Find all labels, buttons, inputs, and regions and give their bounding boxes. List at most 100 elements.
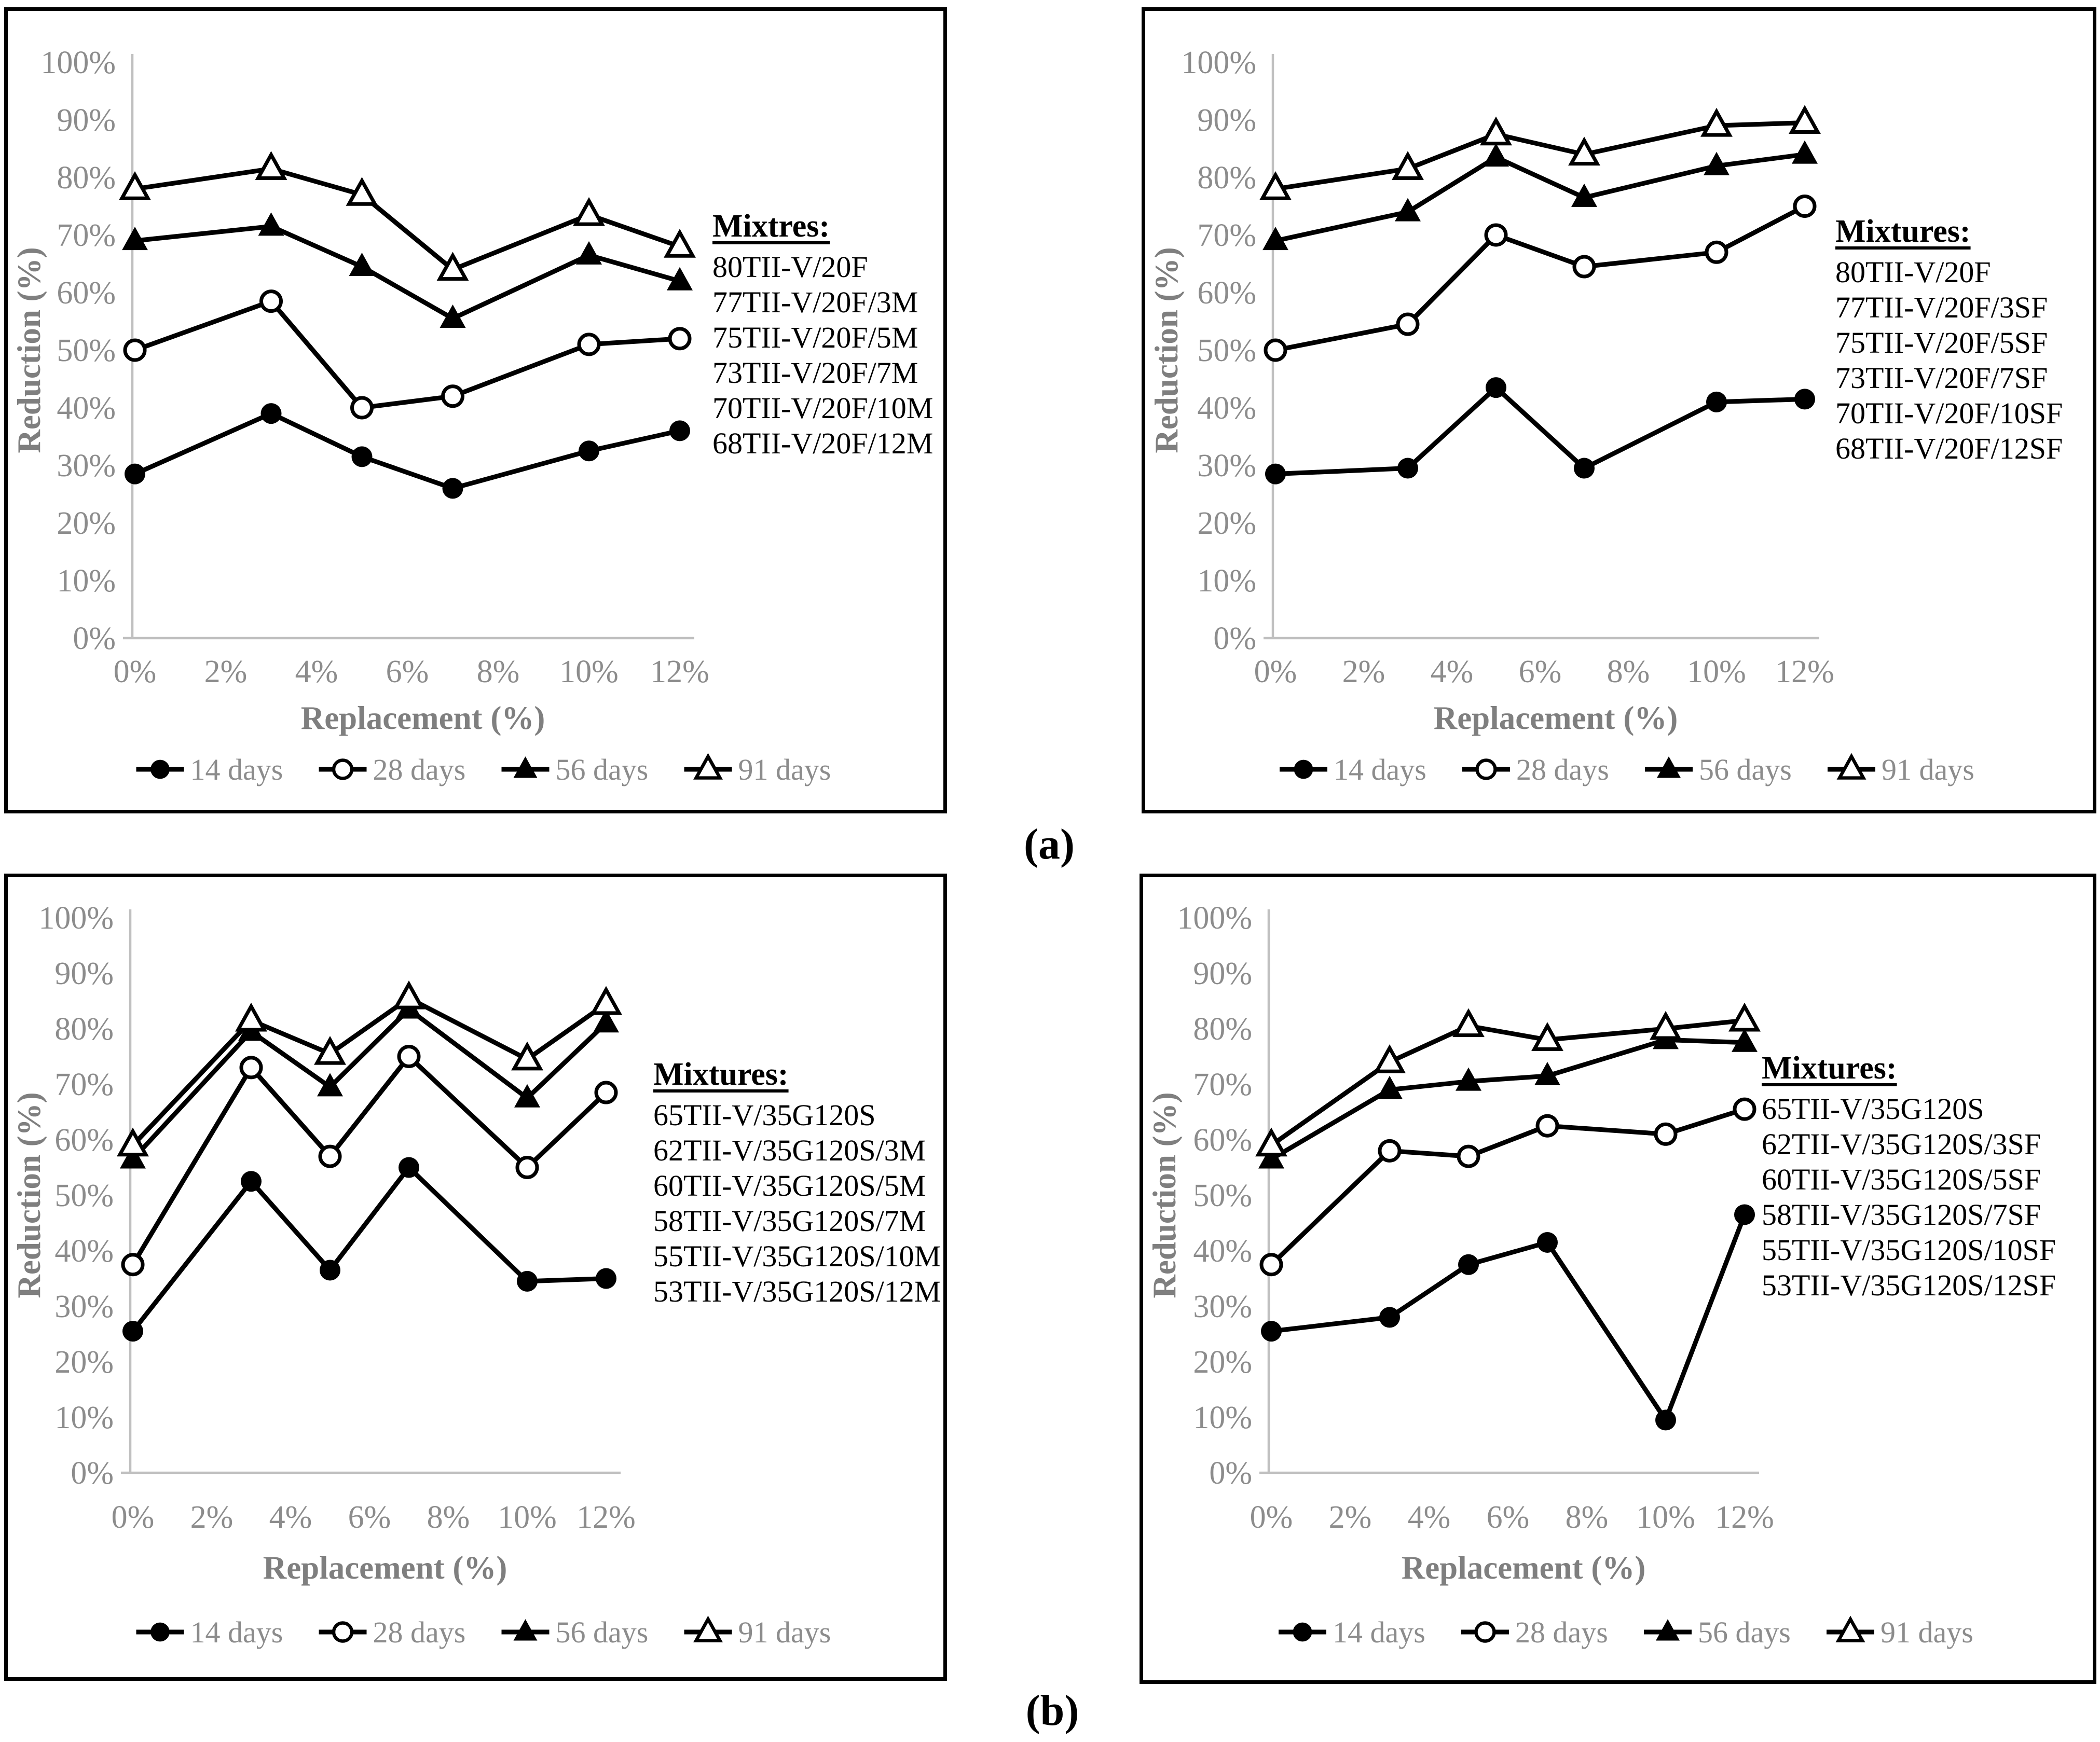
mixtures-item: 73TII-V/20F/7M <box>712 356 918 390</box>
y-tick-label: 40% <box>54 1234 114 1269</box>
legend-entry-14-days: 14 days <box>136 1615 283 1649</box>
legend-entry-56-days: 56 days <box>501 1615 648 1649</box>
y-tick-label: 10% <box>1197 563 1256 599</box>
marker-28-days <box>441 384 464 408</box>
marker-91-days <box>590 986 622 1015</box>
y-tick-label: 100% <box>1177 901 1252 936</box>
y-tick-label: 80% <box>54 1012 114 1047</box>
series-line-28-days <box>1273 204 1807 353</box>
series-line-14-days <box>1269 1212 1747 1422</box>
y-tick-label: 20% <box>1193 1345 1252 1380</box>
marker-91-days <box>314 1035 346 1065</box>
marker-56-days <box>667 267 693 291</box>
mixtures-item: 62TII-V/35G120S/3SF <box>1762 1127 2041 1161</box>
series-line-91-days <box>1269 1018 1747 1148</box>
y-tick-label: 60% <box>54 1123 114 1158</box>
marker-56-days <box>349 253 375 276</box>
x-axis-title: Replacement (%) <box>1434 700 1678 736</box>
legend-marker-28-days <box>1475 758 1497 780</box>
y-tick-label: 90% <box>57 103 116 138</box>
marker-56-days <box>514 1084 540 1108</box>
x-tick-label: 12% <box>577 1500 636 1535</box>
y-tick-label: 40% <box>1197 391 1256 426</box>
mixtures-item: 77TII-V/20F/3M <box>712 285 918 319</box>
y-tick-label: 90% <box>1197 103 1256 138</box>
y-tick-label: 70% <box>1193 1067 1252 1102</box>
mixtures-item: 80TII-V/20F <box>712 250 868 284</box>
legend-marker-14-days <box>150 759 170 779</box>
marker-91-days <box>1259 171 1292 200</box>
x-tick-label: 2% <box>1342 654 1385 689</box>
marker-14-days <box>1655 1409 1676 1431</box>
legend: 14 days 28 days 56 days 91 days <box>136 1615 831 1649</box>
series-markers-56-days <box>1262 140 1818 251</box>
legend-entry-28-days: 28 days <box>319 753 465 786</box>
x-tick-label: 10% <box>1636 1500 1695 1535</box>
marker-91-days <box>393 980 425 1010</box>
x-axis-title: Replacement (%) <box>263 1550 507 1586</box>
y-tick-label: 70% <box>54 1067 114 1102</box>
legend-marker-56-days <box>513 756 538 778</box>
marker-91-days <box>255 151 287 180</box>
y-tick-label: 30% <box>1193 1289 1252 1324</box>
marker-14-days <box>442 478 463 499</box>
marker-91-days <box>573 197 605 226</box>
legend-entry-91-days: 91 days <box>1827 1615 1973 1649</box>
legend-label: 14 days <box>190 753 283 786</box>
y-tick-label: 70% <box>57 218 116 253</box>
legend-entry-56-days: 56 days <box>1645 753 1792 786</box>
y-tick-label: 60% <box>1193 1123 1252 1158</box>
series-line-28-days <box>1269 1107 1747 1267</box>
y-tick-label: 0% <box>1213 621 1256 656</box>
series-line-91-days <box>1273 120 1807 191</box>
marker-56-days <box>317 1073 343 1097</box>
marker-56-days <box>1732 1028 1758 1052</box>
marker-28-days <box>397 1045 421 1068</box>
x-tick-label: 6% <box>1487 1500 1530 1535</box>
marker-28-days <box>1572 255 1596 279</box>
mixtures-header: Mixtures: <box>653 1057 789 1092</box>
marker-28-days <box>1793 195 1817 218</box>
y-tick-label: 80% <box>1197 160 1256 196</box>
mixtures-item: 70TII-V/20F/10SF <box>1835 396 2063 430</box>
legend-marker-91-days <box>693 1615 723 1642</box>
marker-56-days <box>1456 1067 1481 1091</box>
legend-entry-28-days: 28 days <box>319 1615 465 1649</box>
marker-14-days <box>241 1171 262 1192</box>
marker-14-days <box>320 1260 340 1281</box>
series-markers-14-days <box>1265 377 1815 485</box>
legend-marker-56-days <box>1656 1619 1680 1641</box>
legend-entry-56-days: 56 days <box>1644 1615 1791 1649</box>
mixtures-item: 73TII-V/20F/7SF <box>1835 361 2048 395</box>
x-tick-label: 0% <box>1254 654 1297 689</box>
y-tick-label: 80% <box>1193 1012 1252 1047</box>
chart-panel-bottom-left: 0% 10% 20% 30% 40% 50% 60% 70% 80% 90% 100% 0% 2% 4% 6… <box>4 874 947 1681</box>
mixtures-item: 68TII-V/20F/12M <box>712 426 933 460</box>
legend-label: 14 days <box>1334 753 1426 786</box>
marker-14-days <box>1397 458 1418 479</box>
mixtures-item: 55TII-V/35G120S/10M <box>653 1239 941 1273</box>
legend-entry-14-days: 14 days <box>1280 753 1426 786</box>
y-tick-label: 40% <box>1193 1234 1252 1269</box>
legend: 14 days 28 days 56 days 91 days <box>136 753 831 786</box>
marker-28-days <box>668 327 692 351</box>
mixtures-item: 62TII-V/35G120S/3M <box>653 1133 926 1167</box>
marker-14-days <box>1261 1321 1282 1342</box>
marker-14-days <box>399 1157 419 1178</box>
marker-91-days <box>1374 1044 1406 1073</box>
x-tick-label: 0% <box>1250 1500 1293 1535</box>
series-markers-28-days <box>121 1045 618 1277</box>
x-tick-label: 10% <box>559 654 619 689</box>
marker-28-days <box>259 289 283 313</box>
mixtures-item: 65TII-V/35G120S <box>653 1098 876 1132</box>
marker-14-days <box>1794 389 1815 410</box>
marker-91-days <box>1650 1011 1682 1040</box>
x-axis-title: Replacement (%) <box>301 700 545 736</box>
marker-14-days <box>1574 458 1595 479</box>
y-tick-label: 100% <box>1181 45 1256 80</box>
x-tick-label: 4% <box>295 654 338 689</box>
y-tick-label: 10% <box>54 1400 114 1435</box>
mixtures-header: Mixtures: <box>1835 214 1971 249</box>
y-tick-label: 10% <box>1193 1400 1252 1435</box>
